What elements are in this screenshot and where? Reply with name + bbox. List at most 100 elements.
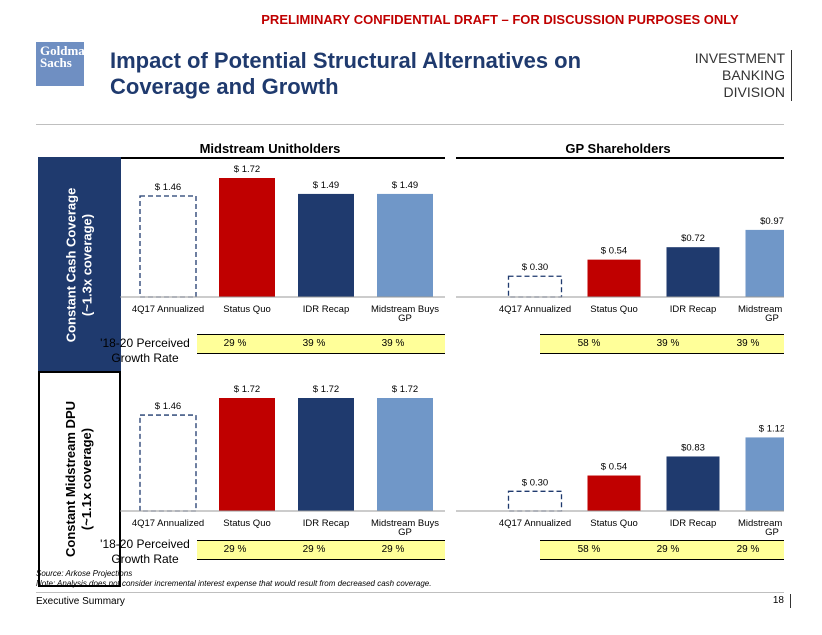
- logo-line2: Sachs: [40, 55, 72, 70]
- growth-rate-label-row1: '18-20 Perceived Growth Rate: [100, 336, 190, 366]
- row1-label-line1: Constant Cash Coverage: [63, 187, 79, 343]
- goldman-sachs-logo: Goldman Sachs: [36, 42, 93, 86]
- growth-value: 29 %: [656, 544, 680, 555]
- growth-value: 58 %: [577, 544, 601, 555]
- growth-value: 39 %: [302, 338, 326, 349]
- row2-label-line2: (~1.1x coverage): [79, 427, 95, 531]
- bar-status-quo: [587, 259, 641, 297]
- growth-value: 39 %: [381, 338, 405, 349]
- category-label: IDR Recap: [303, 304, 349, 315]
- chart-unitholders-constant-dpu: $ 1.46 4Q17 Annualized $ 1.72 Status Quo $ 1…: [120, 384, 445, 538]
- division-label: INVESTMENT BANKING DIVISION: [640, 50, 792, 101]
- bar-status-quo: [219, 178, 275, 297]
- note-text: Note: Analysis does not consider increme…: [36, 579, 432, 588]
- data-label: $ 0.30: [522, 262, 548, 273]
- source-text: Source: Arkose Projections: [36, 569, 133, 578]
- data-label: $ 0.54: [601, 462, 627, 473]
- page-number: 18: [740, 594, 791, 608]
- category-label: Midstream Buys: [371, 518, 439, 529]
- growth-value: 39 %: [656, 338, 680, 349]
- category-label: GP: [398, 313, 412, 324]
- growth-label-line2: Growth Rate: [111, 552, 179, 566]
- data-label: $ 1.12: [759, 423, 784, 434]
- category-label: Midstream Buys: [371, 304, 439, 315]
- source-note: Source: Arkose Projections Note: Analysi…: [36, 569, 431, 589]
- data-label: $ 1.49: [313, 180, 339, 191]
- growth-value: 29 %: [223, 338, 247, 349]
- column-header-underline-left: [120, 157, 445, 159]
- page-title: Impact of Potential Structural Alternati…: [110, 48, 582, 99]
- chart-gp-cash-coverage: $ 0.30 4Q17 Annualized $ 0.54 Status Quo $0.…: [456, 216, 784, 324]
- growth-value: 29 %: [736, 544, 760, 555]
- data-label: $ 0.30: [522, 477, 548, 488]
- data-label: $ 1.72: [313, 384, 339, 395]
- growth-box-gp-row2: 58 % 29 % 29 %: [540, 540, 784, 560]
- data-label: $ 1.72: [392, 384, 418, 395]
- category-label: IDR Recap: [670, 304, 716, 315]
- bar-midstream-buys-gp: [745, 437, 784, 511]
- growth-value: 58 %: [577, 338, 601, 349]
- bar-idr-recap: [298, 398, 354, 511]
- data-label: $ 1.72: [234, 164, 260, 175]
- confidential-banner: PRELIMINARY CONFIDENTIAL DRAFT – FOR DIS…: [261, 12, 739, 27]
- category-label: 4Q17 Annualized: [132, 304, 204, 315]
- chart-gp-constant-dpu: $ 0.30 4Q17 Annualized $ 0.54 Status Quo $0.…: [456, 423, 784, 538]
- bar-4q17-annualized: [139, 414, 197, 512]
- column-header-gp-shareholders: GP Shareholders: [565, 141, 671, 156]
- column-header-midstream-unitholders: Midstream Unitholders: [199, 141, 341, 156]
- growth-rate-label-row2: '18-20 Perceived Growth Rate: [100, 537, 190, 567]
- growth-label-line2: Growth Rate: [111, 351, 179, 365]
- growth-value: 29 %: [223, 544, 247, 555]
- bar-status-quo: [587, 475, 641, 511]
- bar-idr-recap: [666, 247, 720, 297]
- data-label: $ 1.46: [155, 182, 181, 193]
- category-label: GP: [765, 527, 779, 538]
- bar-4q17-annualized: [139, 195, 197, 298]
- category-label: Midstream Buys: [738, 304, 784, 315]
- division-line1: INVESTMENT BANKING: [694, 50, 785, 83]
- category-label: 4Q17 Annualized: [499, 518, 571, 529]
- category-label: Status Quo: [590, 518, 638, 529]
- growth-value: 39 %: [736, 338, 760, 349]
- category-label: IDR Recap: [303, 518, 349, 529]
- data-label: $0.97: [760, 216, 784, 227]
- footer-divider: [36, 592, 784, 593]
- category-label: 4Q17 Annualized: [499, 304, 571, 315]
- category-label: GP: [398, 527, 412, 538]
- category-label: Status Quo: [223, 518, 271, 529]
- growth-label-line1: '18-20 Perceived: [100, 336, 190, 350]
- row-label-constant-cash-coverage: Constant Cash Coverage (~1.3x coverage): [38, 157, 121, 373]
- bar-idr-recap: [298, 193, 354, 297]
- category-label: Status Quo: [590, 304, 638, 315]
- growth-box-unitholders-row2: 29 % 29 % 29 %: [197, 540, 445, 560]
- data-label: $ 1.72: [234, 384, 260, 395]
- logo-line1: Goldman: [40, 43, 93, 58]
- data-label: $0.72: [681, 233, 705, 244]
- category-label: GP: [765, 313, 779, 324]
- division-line2: DIVISION: [723, 84, 785, 100]
- data-label: $ 1.49: [392, 180, 418, 191]
- row2-label-line1: Constant Midstream DPU: [63, 400, 79, 558]
- category-label: Midstream Buys: [738, 518, 784, 529]
- data-label: $0.83: [681, 442, 705, 453]
- footer-section-label: Executive Summary: [36, 596, 125, 607]
- category-label: IDR Recap: [670, 518, 716, 529]
- header-divider: [36, 124, 784, 125]
- bar-4q17-annualized: [507, 275, 563, 298]
- data-label: $ 1.46: [155, 401, 181, 412]
- growth-value: 29 %: [381, 544, 405, 555]
- chart-unitholders-cash-coverage: $ 1.46 4Q17 Annualized $ 1.72 Status Quo $ 1…: [120, 164, 445, 324]
- category-label: 4Q17 Annualized: [132, 518, 204, 529]
- bar-status-quo: [219, 398, 275, 511]
- growth-box-gp-row1: 58 % 39 % 39 %: [540, 334, 784, 354]
- bar-midstream-buys-gp: [745, 229, 784, 297]
- growth-value: 29 %: [302, 544, 326, 555]
- bar-4q17-annualized: [507, 490, 563, 512]
- category-label: Status Quo: [223, 304, 271, 315]
- column-header-underline-right: [456, 157, 784, 159]
- growth-box-unitholders-row1: 29 % 39 % 39 %: [197, 334, 445, 354]
- row-label-constant-midstream-dpu: Constant Midstream DPU (~1.1x coverage): [38, 371, 121, 587]
- data-label: $ 0.54: [601, 246, 627, 257]
- bar-idr-recap: [666, 456, 720, 511]
- bar-midstream-buys-gp: [377, 398, 433, 511]
